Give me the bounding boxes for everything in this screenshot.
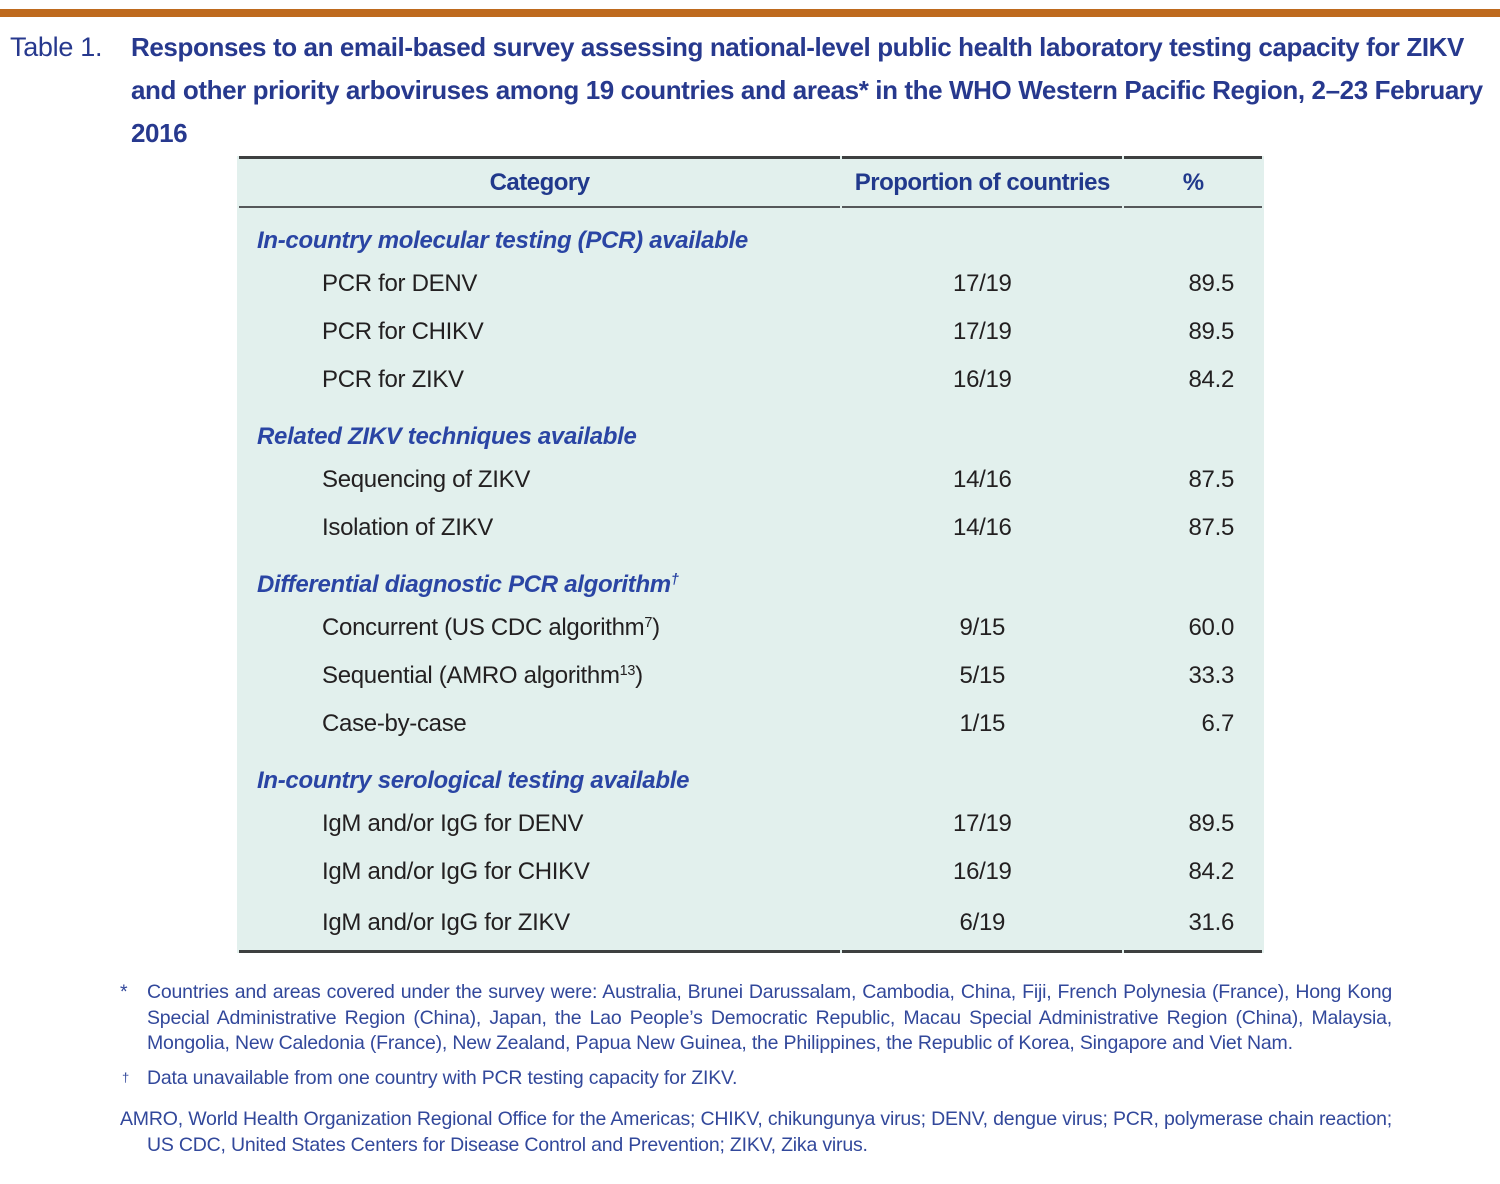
section-row: In-country molecular testing (PCR) avail…: [239, 208, 1262, 260]
footnote-text: AMRO, World Health Organization Regional…: [120, 1108, 1392, 1156]
footnotes: * Countries and areas covered under the s…: [120, 980, 1392, 1158]
section-row: In-country serological testing available: [239, 748, 1262, 800]
table-caption: Table 1. Responses to an email-based sur…: [10, 26, 1492, 155]
table-row: IgM and/or IgG for DENV 17/19 89.5: [239, 800, 1262, 848]
row-percent-value: 60.0: [1188, 614, 1234, 641]
row-percent-value: 33.3: [1188, 662, 1234, 689]
table-title: Responses to an email-based survey asses…: [131, 32, 1483, 148]
section-row: Related ZIKV techniques available: [239, 404, 1262, 456]
table-row: Concurrent (US CDC algorithm7) 9/15 60.0: [239, 604, 1262, 652]
section-heading: Related ZIKV techniques available: [257, 423, 637, 450]
row-label: Concurrent (US CDC algorithm7): [322, 614, 660, 641]
asterisk-footnote-marker: *: [120, 981, 128, 1003]
table-row: Isolation of ZIKV 14/16 87.5: [239, 504, 1262, 552]
row-percent-value: 6.7: [1201, 710, 1235, 737]
reference-superscript: 7: [644, 615, 653, 632]
row-proportion-value: 1/15: [959, 710, 1006, 737]
table-number-label: Table 1.: [10, 32, 103, 62]
row-label: IgM and/or IgG for ZIKV: [239, 896, 841, 953]
row-proportion-value: 6/19: [842, 896, 1123, 953]
row-proportion-value: 9/15: [959, 614, 1006, 641]
row-label: Case-by-case: [322, 710, 467, 737]
row-percent-value: 84.2: [1188, 858, 1234, 885]
row-proportion-value: 14/16: [953, 514, 1012, 541]
table-row: IgM and/or IgG for ZIKV 6/19 31.6: [239, 896, 1262, 953]
footnote: AMRO, World Health Organization Regional…: [120, 1107, 1392, 1158]
row-label: PCR for ZIKV: [322, 366, 464, 393]
survey-results-table: Category Proportion of countries % In-co…: [237, 156, 1264, 953]
table-row: Sequencing of ZIKV 14/16 87.5: [239, 456, 1262, 504]
section-heading: Differential diagnostic PCR algorithm†: [257, 571, 679, 598]
section-row: Differential diagnostic PCR algorithm†: [239, 552, 1262, 604]
row-proportion-value: 14/16: [953, 466, 1012, 493]
row-label: Sequencing of ZIKV: [322, 466, 531, 493]
table-row: PCR for DENV 17/19 89.5: [239, 260, 1262, 308]
row-proportion-value: 17/19: [953, 810, 1012, 837]
section-heading: In-country serological testing available: [257, 767, 690, 794]
row-proportion-value: 16/19: [953, 858, 1012, 885]
row-label: PCR for CHIKV: [322, 318, 484, 345]
column-header-percent: %: [1124, 156, 1262, 208]
column-header-category: Category: [239, 156, 841, 208]
column-header-proportion: Proportion of countries: [842, 156, 1123, 208]
row-label: IgM and/or IgG for CHIKV: [322, 858, 590, 885]
row-percent-value: 87.5: [1188, 514, 1234, 541]
table-row: Sequential (AMRO algorithm13) 5/15 33.3: [239, 652, 1262, 700]
footnote: † Data unavailable from one country with …: [120, 1066, 1392, 1092]
section-heading: In-country molecular testing (PCR) avail…: [257, 227, 748, 254]
footnote-text: Data unavailable from one country with P…: [147, 1066, 738, 1089]
row-proportion-value: 17/19: [953, 270, 1012, 297]
dagger-superscript: †: [670, 572, 679, 589]
table-header-row: Category Proportion of countries %: [239, 156, 1262, 208]
row-percent-value: 89.5: [1188, 318, 1234, 345]
row-label: Sequential (AMRO algorithm13): [322, 662, 643, 689]
row-percent-value: 87.5: [1188, 466, 1234, 493]
table-row: PCR for CHIKV 17/19 89.5: [239, 308, 1262, 356]
row-label: IgM and/or IgG for DENV: [322, 810, 584, 837]
row-label: Isolation of ZIKV: [322, 514, 493, 541]
row-percent-value: 84.2: [1188, 366, 1234, 393]
footnote: * Countries and areas covered under the s…: [120, 980, 1392, 1057]
dagger-footnote-marker: †: [122, 1069, 130, 1085]
row-percent-value: 31.6: [1124, 896, 1262, 953]
row-proportion-value: 5/15: [959, 662, 1006, 689]
table-row: Case-by-case 1/15 6.7: [239, 700, 1262, 748]
top-accent-bar: [0, 9, 1500, 17]
reference-superscript: 13: [619, 663, 636, 680]
row-percent-value: 89.5: [1188, 270, 1234, 297]
table-row: PCR for ZIKV 16/19 84.2: [239, 356, 1262, 404]
row-label: PCR for DENV: [322, 270, 478, 297]
row-percent-value: 89.5: [1188, 810, 1234, 837]
table-row: IgM and/or IgG for CHIKV 16/19 84.2: [239, 848, 1262, 896]
footnote-text: Countries and areas covered under the su…: [147, 981, 1392, 1054]
row-proportion-value: 17/19: [953, 318, 1012, 345]
row-proportion-value: 16/19: [953, 366, 1012, 393]
